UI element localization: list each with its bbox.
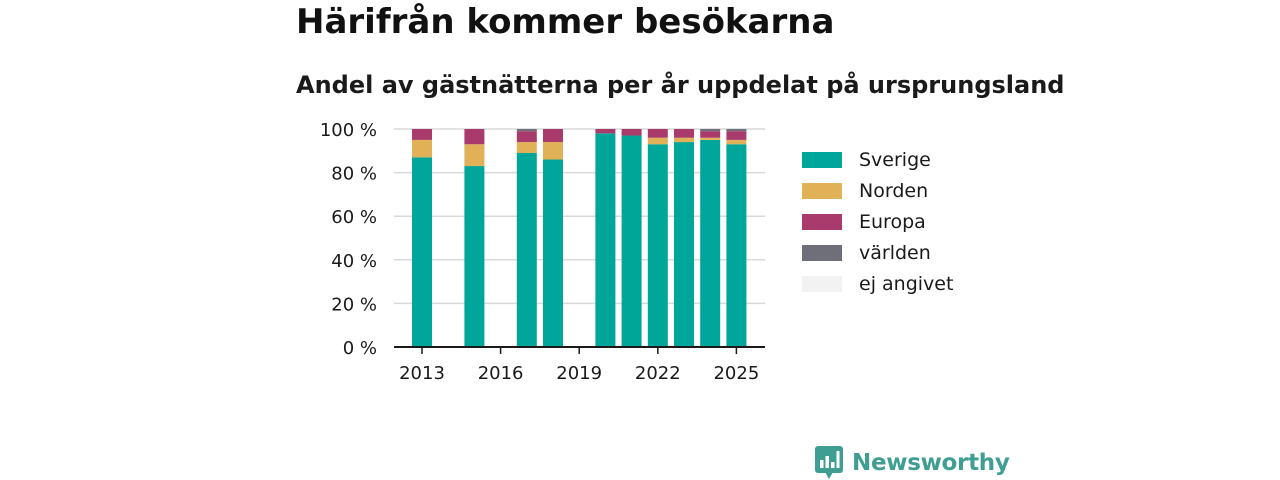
- legend-swatch: [802, 151, 842, 168]
- brand: Newsworthy: [815, 446, 1010, 480]
- bar-segment: [621, 135, 642, 347]
- bar-segment: [543, 142, 563, 160]
- bar-segment: [543, 129, 563, 143]
- bar-segment: [726, 144, 747, 347]
- y-tick-label: 80 %: [331, 164, 377, 185]
- legend-swatch: [802, 182, 842, 199]
- bar-segment: [647, 129, 668, 138]
- bar-segment: [621, 129, 642, 136]
- y-tick-label: 40 %: [331, 251, 377, 272]
- x-tick-label: 2013: [399, 363, 445, 384]
- chart-legend: Sverige Norden Europa världen ej angivet: [802, 144, 953, 299]
- bar-segment: [726, 129, 747, 132]
- bar-segment: [595, 133, 616, 347]
- x-tick-label: 2016: [478, 363, 524, 384]
- y-tick-label: 100 %: [320, 120, 377, 141]
- bar-segment: [700, 129, 721, 132]
- bar-segment: [516, 142, 537, 153]
- legend-swatch: [802, 244, 842, 261]
- legend-item: Norden: [802, 175, 953, 206]
- bar-segment: [412, 139, 432, 158]
- bar-segment: [700, 137, 721, 140]
- bar-segment: [464, 129, 485, 145]
- newsworthy-logo-icon: [815, 446, 843, 479]
- bar-segment: [726, 131, 747, 140]
- bar-segment: [674, 137, 694, 143]
- y-tick-label: 20 %: [331, 294, 377, 315]
- bar-segment: [412, 157, 432, 347]
- x-tick-label: 2022: [635, 363, 681, 384]
- chart-title: Härifrån kommer besökarna: [296, 2, 835, 42]
- bar-segment: [516, 152, 537, 347]
- legend-label: ej angivet: [859, 272, 954, 295]
- brand-name: Newsworthy: [852, 450, 1010, 476]
- legend-item: Europa: [802, 206, 953, 237]
- legend-swatch: [802, 213, 842, 230]
- legend-item: världen: [802, 237, 953, 268]
- x-tick-label: 2025: [713, 363, 759, 384]
- bar-segment: [700, 139, 721, 347]
- chart-subtitle: Andel av gästnätterna per år uppdelat på…: [296, 71, 1065, 99]
- bar-segment: [464, 144, 485, 167]
- bar-segment: [674, 142, 694, 347]
- legend-swatch: [802, 275, 842, 292]
- legend-label: Europa: [859, 210, 926, 233]
- bar-segment: [412, 129, 432, 140]
- bar-segment: [726, 139, 747, 145]
- x-tick-label: 2019: [556, 363, 602, 384]
- legend-label: Norden: [859, 179, 929, 202]
- bar-segment: [543, 159, 563, 347]
- bar-segment: [647, 144, 668, 347]
- y-tick-label: 0 %: [343, 338, 377, 359]
- bar-segment: [700, 131, 721, 138]
- bar-segment: [516, 131, 537, 143]
- legend-label: världen: [859, 241, 931, 264]
- y-tick-label: 60 %: [331, 207, 377, 228]
- bar-segment: [516, 129, 537, 132]
- bar-segment: [647, 137, 668, 145]
- legend-label: Sverige: [859, 148, 931, 171]
- legend-item: ej angivet: [802, 268, 953, 299]
- bar-segment: [595, 129, 616, 134]
- legend-item: Sverige: [802, 144, 953, 175]
- bar-segment: [674, 129, 694, 138]
- bar-segment: [464, 166, 485, 347]
